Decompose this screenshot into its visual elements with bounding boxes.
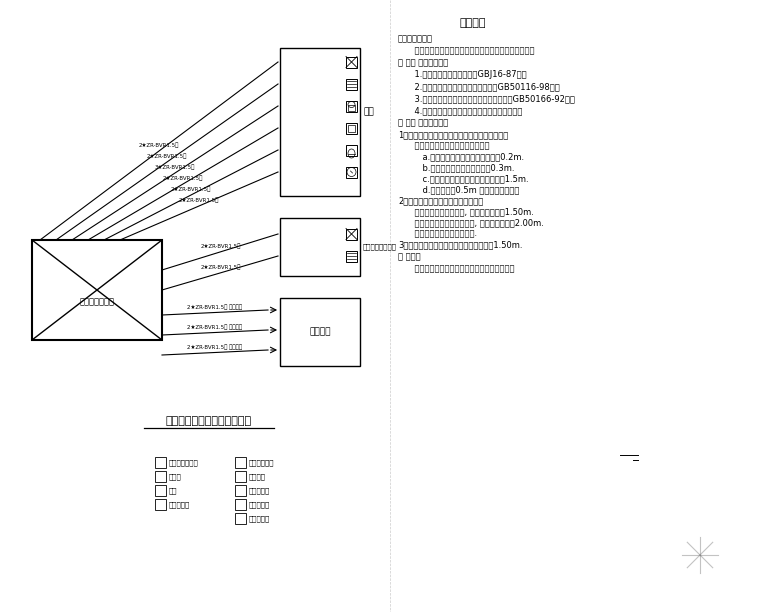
Bar <box>346 122 357 133</box>
Text: 2★ZR-BVR1.5＞ 反馈信号: 2★ZR-BVR1.5＞ 反馈信号 <box>188 344 242 349</box>
Text: 3★ZR-BVR1.5＞: 3★ZR-BVR1.5＞ <box>155 165 195 170</box>
Text: 2★ZR-BVR1.5＞: 2★ZR-BVR1.5＞ <box>139 143 179 148</box>
Text: 二 、二 、设计依据：: 二 、二 、设计依据： <box>398 58 448 67</box>
Bar <box>346 228 357 239</box>
Text: 接口模块: 接口模块 <box>249 474 266 480</box>
Bar <box>235 485 246 496</box>
Text: 紧急届上按纳挂墙明装, 其下沿地距面高1.50m.: 紧急届上按纳挂墙明装, 其下沿地距面高1.50m. <box>404 207 534 216</box>
Text: 一、设计内容：: 一、设计内容： <box>398 34 433 43</box>
Text: 放气指示灯安装在门框上进.: 放气指示灯安装在门框上进. <box>404 229 477 238</box>
Text: 声光报警器: 声光报警器 <box>249 488 271 494</box>
Text: 其边缘距下列设施的边缘宜保持在: 其边缘距下列设施的边缘宜保持在 <box>404 141 489 150</box>
Bar <box>155 499 166 510</box>
Text: 2★ZR-BVR1.5＞: 2★ZR-BVR1.5＞ <box>179 198 219 203</box>
Text: 2★ZR-BVR1.5＞ 灭火信号: 2★ZR-BVR1.5＞ 灭火信号 <box>188 304 242 310</box>
Bar <box>235 513 246 524</box>
Text: 气体灭火器: 气体灭火器 <box>249 502 271 509</box>
Text: 七氟丙烷自动火灾报警系统图: 七氟丙烷自动火灾报警系统图 <box>166 416 252 426</box>
Text: 2★ZR-BVR1.5＞: 2★ZR-BVR1.5＞ <box>201 264 241 270</box>
Text: 2★ZR-BVR1.5＞: 2★ZR-BVR1.5＞ <box>163 176 203 181</box>
Bar <box>280 48 360 196</box>
Bar <box>280 218 360 276</box>
Text: 1.《建筑设计防火规范》（GBJ16-87）。: 1.《建筑设计防火规范》（GBJ16-87）。 <box>404 70 527 79</box>
Bar <box>346 250 357 261</box>
Text: 气体灭火器: 气体灭火器 <box>249 516 271 522</box>
Bar <box>155 471 166 482</box>
Text: 2★ZR-BVR1.5＞: 2★ZR-BVR1.5＞ <box>147 154 187 159</box>
Bar <box>32 240 162 340</box>
Text: 三 、三 、施工说明：: 三 、三 、施工说明： <box>398 118 448 127</box>
Text: 1、探测器安装在天花板上，尽量居中均匀布置，: 1、探测器安装在天花板上，尽量居中均匀布置， <box>398 130 508 139</box>
Text: 2★ZR-BVR1.5＞ 起动信号: 2★ZR-BVR1.5＞ 起动信号 <box>188 324 242 329</box>
Text: a.与届明灯具的水平净距不应小于0.2m.: a.与届明灯具的水平净距不应小于0.2m. <box>412 152 524 161</box>
Text: 2★ZR-BVR1.5＞: 2★ZR-BVR1.5＞ <box>201 244 241 249</box>
Text: 3、气体灭火控制器挂墙明装，下沿地距靤1.50m.: 3、气体灭火控制器挂墙明装，下沿地距靤1.50m. <box>398 240 523 249</box>
Text: 4.由相关委方或相关单位提供的相关设计条件。: 4.由相关委方或相关单位提供的相关设计条件。 <box>404 106 522 115</box>
Text: d.探测器周围0.5m 内不应有遇障挡挖: d.探测器周围0.5m 内不应有遇障挡挖 <box>412 185 519 194</box>
Text: 火灾报警模块: 火灾报警模块 <box>249 460 274 466</box>
Bar <box>235 457 246 468</box>
Text: 其它未详尽之处根据国家有关规范严格执行。: 其它未详尽之处根据国家有关规范严格执行。 <box>404 264 515 273</box>
Bar <box>155 457 166 468</box>
Text: 报警: 报警 <box>364 108 375 116</box>
Bar <box>346 78 357 89</box>
Text: 3.《火灾自动报警系统施工及验收规范》（GB50166-92）。: 3.《火灾自动报警系统施工及验收规范》（GB50166-92）。 <box>404 94 575 103</box>
Text: 设计说明: 设计说明 <box>460 18 486 28</box>
Text: c.与空调送风口的水平净距不应小于1.5m.: c.与空调送风口的水平净距不应小于1.5m. <box>412 174 529 183</box>
Bar <box>235 499 246 510</box>
Bar <box>346 100 357 111</box>
Text: 气体灭火控制盘: 气体灭火控制盘 <box>169 460 199 466</box>
Text: 对本工程气体灭火区进行火灾自动报警系统工程设计。: 对本工程气体灭火区进行火灾自动报警系统工程设计。 <box>404 46 534 55</box>
Text: 2.《火灾自动报警系统设计规范》（GB50116-98）。: 2.《火灾自动报警系统设计规范》（GB50116-98）。 <box>404 82 560 91</box>
Text: 烟感器: 烟感器 <box>169 474 182 480</box>
Text: 声光报警器与警播挂墙明装, 其下沿地距面二2.00m.: 声光报警器与警播挂墙明装, 其下沿地距面二2.00m. <box>404 218 544 227</box>
Text: 2、电缆穿管后在届顶内或墙内暗敏设: 2、电缆穿管后在届顶内或墙内暗敏设 <box>398 196 483 205</box>
Bar <box>348 105 355 111</box>
Text: 2★ZR-BVR1.5＞: 2★ZR-BVR1.5＞ <box>171 187 211 192</box>
Bar <box>346 144 357 155</box>
Bar <box>280 298 360 366</box>
Text: 气体灵气灭火装置: 气体灵气灭火装置 <box>363 244 397 250</box>
Text: 四 、其它: 四 、其它 <box>398 252 420 261</box>
Bar <box>155 485 166 496</box>
Bar <box>346 166 357 177</box>
Text: 气体灭火控制器: 气体灭火控制器 <box>80 297 115 307</box>
Bar <box>348 124 355 132</box>
Text: 放气指示灯: 放气指示灯 <box>169 502 190 509</box>
Text: 消防中心: 消防中心 <box>309 327 331 337</box>
Bar <box>346 56 357 67</box>
Bar <box>235 471 246 482</box>
Text: b.与喷头的水平净距不应小于0.3m.: b.与喷头的水平净距不应小于0.3m. <box>412 163 515 172</box>
Text: 手报: 手报 <box>169 488 178 494</box>
